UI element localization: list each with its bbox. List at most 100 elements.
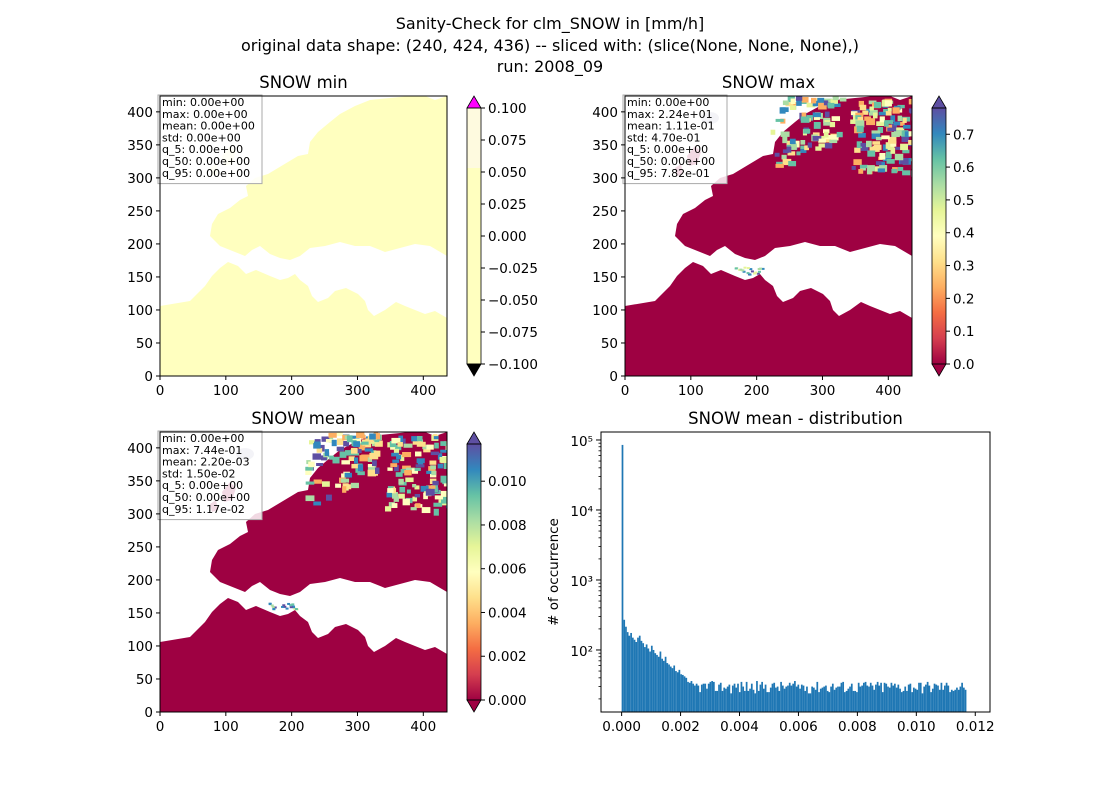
snow-cell [902,170,911,176]
histogram-bar [800,684,803,712]
histogram-bar [756,681,758,712]
histogram-bar [840,682,843,712]
snow-cell [433,502,443,507]
histogram-bar [657,656,660,712]
snow-cell [402,452,412,458]
snow-cell [876,161,882,165]
histogram-bar [957,689,960,712]
snow-cell [367,464,377,472]
histogram-bar [666,663,669,712]
snow-cell [374,440,383,447]
x-tick-label: 100 [213,719,239,735]
histogram-bar [816,681,819,712]
histogram-bar [754,693,757,712]
snow-cell [398,493,405,499]
histogram-bar [804,690,807,712]
snow-cell [742,270,746,273]
histogram-bar [759,684,762,712]
histogram-bar [921,693,924,712]
histogram-bar [764,684,767,712]
snow-cell [441,496,447,504]
histogram-bar [907,684,910,712]
snow-cell [305,481,315,485]
snow-cell [749,268,753,271]
histogram-bar [625,626,627,712]
snow-cell [860,144,869,151]
snow-cell [862,110,869,115]
snow-cell [790,98,796,104]
x-tick-label: 200 [279,719,305,735]
snow-cell [748,273,752,276]
snow-cell [855,120,865,128]
histogram-bar [940,682,943,712]
histogram-bar [807,693,810,712]
histogram-bar [937,685,939,712]
y-tick-label: 10³ [570,574,593,590]
stats-line: q_95: 1.17e-02 [162,503,245,516]
panel-title-snow-min: SNOW min [259,73,347,92]
snow-cell [874,101,882,109]
snow-cell [886,159,895,164]
y-tick-label: 150 [127,270,153,286]
snow-cell [741,269,745,272]
snow-cell [415,464,425,468]
histogram-bar [831,683,834,712]
snow-cell [351,463,359,469]
y-tick-label: 50 [136,336,153,352]
snow-cell [879,116,885,123]
histogram-bar [750,683,753,712]
snow-cell [406,489,411,494]
snow-cell [856,125,864,133]
snow-cell [869,106,874,111]
snow-cell [405,467,415,471]
snow-cell [308,461,315,468]
snow-cell [400,468,407,474]
histogram-bar [799,688,801,712]
snow-cell [355,468,361,473]
snow-cell [902,149,910,154]
snow-cell [790,143,797,150]
histogram-bar [762,688,765,712]
histogram-bar [676,672,679,712]
snow-cell [866,118,876,126]
snow-cell [781,154,787,160]
histogram-bar [825,685,827,712]
colorbar-tick-label: 0.075 [488,133,527,149]
snow-cell [283,605,287,608]
snow-cell [887,127,897,132]
histogram-bar [781,685,784,712]
x-tick-label: 100 [678,383,704,399]
stats-line: q_95: 7.82e-01 [627,167,710,180]
snow-cell [789,105,796,110]
histogram-bar [888,687,891,712]
snow-cell [412,484,417,488]
histogram-bar [642,643,645,712]
snow-cell [872,141,881,145]
snow-cell [823,129,830,134]
snow-cell [857,117,864,121]
histogram-bar [700,684,703,712]
snow-cell [818,143,828,148]
snow-cell [831,134,839,141]
snow-cell [901,130,907,136]
snow-cell [443,483,447,487]
histogram-bar [923,686,926,712]
snow-cell [796,99,802,106]
y-tick-label: 0 [144,369,153,385]
histogram-bar [878,685,881,712]
x-tick-label: 0.012 [956,719,995,735]
histogram-bar [952,690,955,712]
histogram-bar [668,664,670,712]
histogram-bar [661,658,663,712]
histogram-bar [730,693,732,712]
stats-line: q_95: 0.00e+00 [162,167,250,180]
histogram-bar [771,683,774,712]
histogram-bar [742,686,745,712]
snow-cell [881,135,890,140]
snow-cell [782,100,789,106]
snow-cell [900,143,909,151]
histogram-bar [883,682,886,712]
histogram-bar [681,674,684,712]
histogram-bar [709,681,712,712]
y-tick-label: 10² [570,644,593,660]
